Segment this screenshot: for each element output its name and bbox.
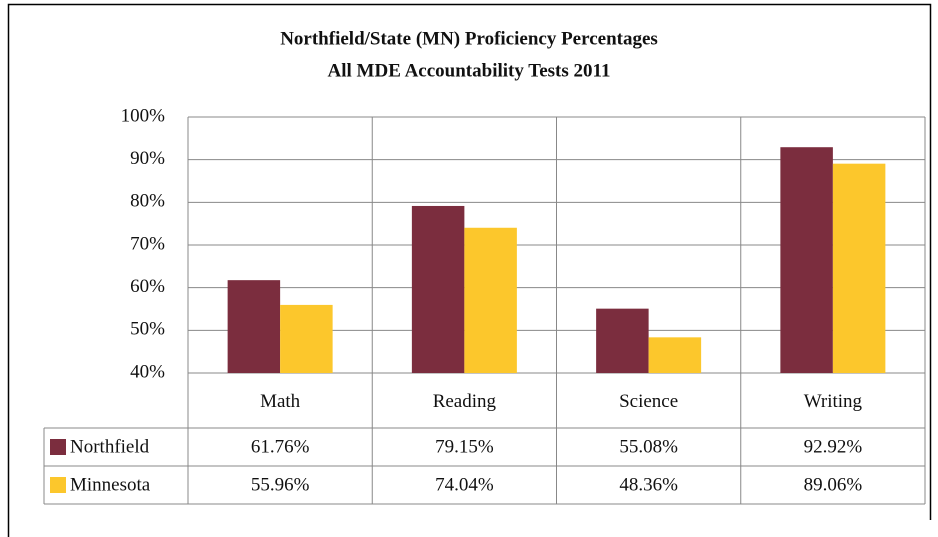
data-label: 79.15%: [435, 436, 494, 457]
data-label: 92.92%: [804, 436, 863, 457]
legend-swatch: [50, 439, 66, 455]
chart-title: Northfield/State (MN) Proficiency Percen…: [280, 28, 658, 49]
frame: [7, 3, 932, 537]
data-label: 89.06%: [804, 474, 863, 495]
y-tick-label: 40%: [130, 361, 165, 382]
bar: [596, 308, 649, 373]
chart-subtitle: All MDE Accountability Tests 2011: [328, 60, 611, 81]
x-tick-label: Reading: [433, 391, 497, 412]
data-label: 55.96%: [251, 474, 310, 495]
y-tick-label: 70%: [130, 233, 165, 254]
bar: [464, 227, 517, 373]
bar: [227, 280, 281, 373]
y-tick-label: 50%: [130, 319, 165, 340]
legend-label: Northfield: [70, 436, 150, 457]
x-tick-label: Math: [260, 391, 301, 412]
data-label: 61.76%: [251, 436, 310, 457]
bar: [411, 205, 465, 373]
bar: [832, 163, 886, 373]
y-tick-label: 80%: [130, 191, 165, 212]
data-label: 74.04%: [435, 474, 494, 495]
x-tick-label: Writing: [804, 391, 863, 412]
bar: [280, 304, 333, 373]
data-label: 48.36%: [619, 474, 678, 495]
bar: [648, 337, 702, 373]
legend-swatch: [50, 477, 66, 493]
y-tick-label: 100%: [121, 105, 166, 126]
x-tick-label: Science: [619, 391, 678, 412]
legend-label: Minnesota: [70, 474, 151, 495]
data-label: 55.08%: [619, 436, 678, 457]
y-tick-label: 60%: [130, 276, 165, 297]
bar: [780, 147, 833, 373]
y-tick-label: 90%: [130, 148, 165, 169]
